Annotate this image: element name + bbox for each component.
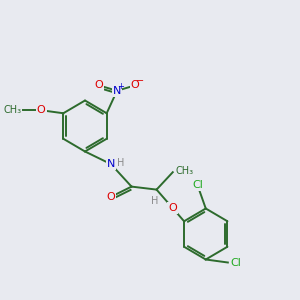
Text: N: N bbox=[107, 159, 115, 169]
Text: O: O bbox=[106, 192, 115, 202]
Text: O: O bbox=[131, 80, 140, 90]
Text: N: N bbox=[113, 86, 121, 96]
Text: H: H bbox=[117, 158, 125, 168]
Text: O: O bbox=[94, 80, 103, 90]
Text: Cl: Cl bbox=[192, 180, 203, 190]
Text: +: + bbox=[117, 82, 124, 91]
Text: CH₃: CH₃ bbox=[176, 166, 194, 176]
Text: O: O bbox=[168, 203, 177, 213]
Text: CH₃: CH₃ bbox=[3, 105, 22, 115]
Text: −: − bbox=[136, 76, 144, 86]
Text: H: H bbox=[152, 196, 159, 206]
Text: O: O bbox=[37, 105, 46, 115]
Text: Cl: Cl bbox=[231, 257, 242, 268]
